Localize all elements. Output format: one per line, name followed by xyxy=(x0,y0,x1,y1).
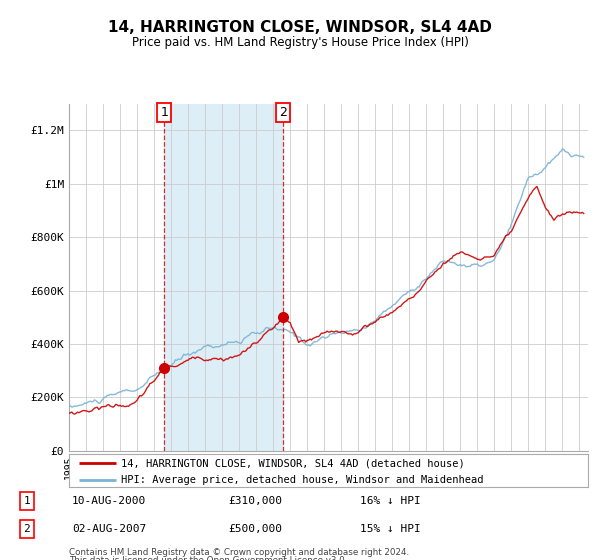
Text: £310,000: £310,000 xyxy=(228,496,282,506)
Text: Contains HM Land Registry data © Crown copyright and database right 2024.: Contains HM Land Registry data © Crown c… xyxy=(69,548,409,557)
Text: 10-AUG-2000: 10-AUG-2000 xyxy=(72,496,146,506)
Text: HPI: Average price, detached house, Windsor and Maidenhead: HPI: Average price, detached house, Wind… xyxy=(121,475,484,485)
Text: 15% ↓ HPI: 15% ↓ HPI xyxy=(360,524,421,534)
Text: £500,000: £500,000 xyxy=(228,524,282,534)
Bar xyxy=(164,104,283,451)
Text: 2: 2 xyxy=(23,524,31,534)
Text: 1: 1 xyxy=(23,496,31,506)
Text: 02-AUG-2007: 02-AUG-2007 xyxy=(72,524,146,534)
Text: 1: 1 xyxy=(160,106,168,119)
Text: 14, HARRINGTON CLOSE, WINDSOR, SL4 4AD (detached house): 14, HARRINGTON CLOSE, WINDSOR, SL4 4AD (… xyxy=(121,458,464,468)
Bar xyxy=(571,104,588,451)
Text: 16% ↓ HPI: 16% ↓ HPI xyxy=(360,496,421,506)
Text: This data is licensed under the Open Government Licence v3.0.: This data is licensed under the Open Gov… xyxy=(69,556,347,560)
Text: Price paid vs. HM Land Registry's House Price Index (HPI): Price paid vs. HM Land Registry's House … xyxy=(131,36,469,49)
Text: 2: 2 xyxy=(280,106,287,119)
Text: 14, HARRINGTON CLOSE, WINDSOR, SL4 4AD: 14, HARRINGTON CLOSE, WINDSOR, SL4 4AD xyxy=(108,20,492,35)
